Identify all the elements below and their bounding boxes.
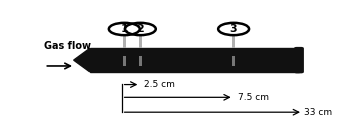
Text: 2: 2	[137, 24, 144, 34]
Bar	[139, 36, 142, 48]
Bar	[122, 56, 126, 66]
Text: 7.5 cm: 7.5 cm	[238, 93, 269, 102]
Text: 3: 3	[230, 24, 237, 34]
Text: 2.5 cm: 2.5 cm	[144, 80, 175, 89]
Bar	[139, 56, 142, 66]
Bar	[232, 56, 235, 66]
Bar	[232, 36, 235, 48]
Text: 1: 1	[120, 24, 128, 34]
Text: 33 cm: 33 cm	[304, 108, 332, 117]
FancyBboxPatch shape	[295, 48, 303, 73]
Bar	[90, 48, 299, 72]
Text: Gas flow: Gas flow	[44, 41, 92, 51]
Polygon shape	[74, 48, 90, 72]
Bar	[122, 36, 126, 48]
